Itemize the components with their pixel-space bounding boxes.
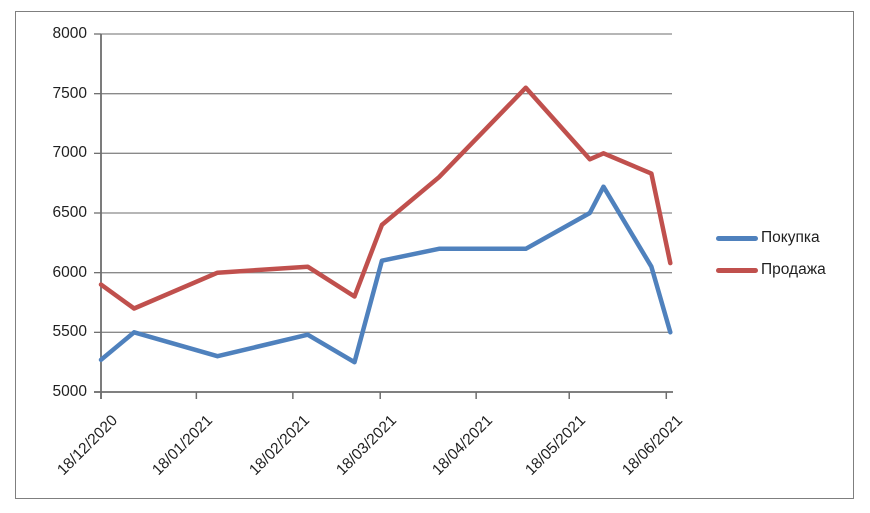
legend-item-prodazha[interactable]: Продажа — [716, 261, 826, 279]
y-tick-label: 6000 — [52, 263, 87, 281]
y-tick-label: 7000 — [52, 144, 87, 162]
series-line-swatch-blue — [716, 235, 758, 241]
chart-frame: 5000 5500 6000 6500 7000 7500 8000 18/12… — [15, 11, 854, 499]
y-tick-label: 8000 — [52, 25, 87, 42]
legend-label: Покупка — [761, 229, 820, 246]
legend-item-pokupka[interactable]: Покупка — [716, 229, 826, 247]
plot-area — [94, 33, 673, 399]
legend-label: Продажа — [761, 261, 826, 278]
series-line-prodazha — [98, 85, 673, 311]
y-tick-label: 7500 — [52, 84, 87, 102]
y-tick-label: 5500 — [52, 323, 87, 341]
legend: Покупка Продажа — [716, 229, 826, 279]
series-line-swatch-red — [716, 267, 758, 273]
y-tick-label: 5000 — [52, 383, 87, 400]
y-tick-label: 6500 — [52, 204, 87, 221]
series-line-pokupka — [98, 184, 673, 365]
